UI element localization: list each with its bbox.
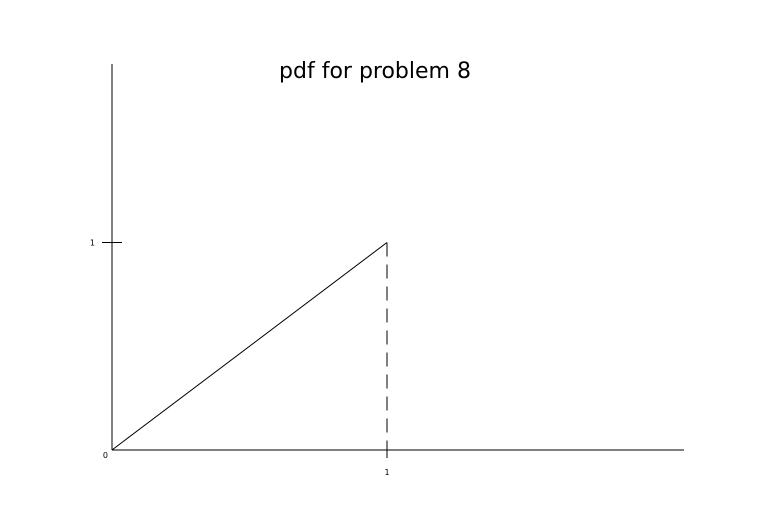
x-tick-label-0: 1 [384, 468, 389, 477]
y-tick-label-0: 1 [90, 238, 95, 247]
origin-label: 0 [103, 451, 108, 460]
chart-marks: 11 [90, 238, 390, 477]
pdf-line-0 [111, 242, 388, 451]
chart-title: pdf for problem 8 [279, 59, 471, 84]
